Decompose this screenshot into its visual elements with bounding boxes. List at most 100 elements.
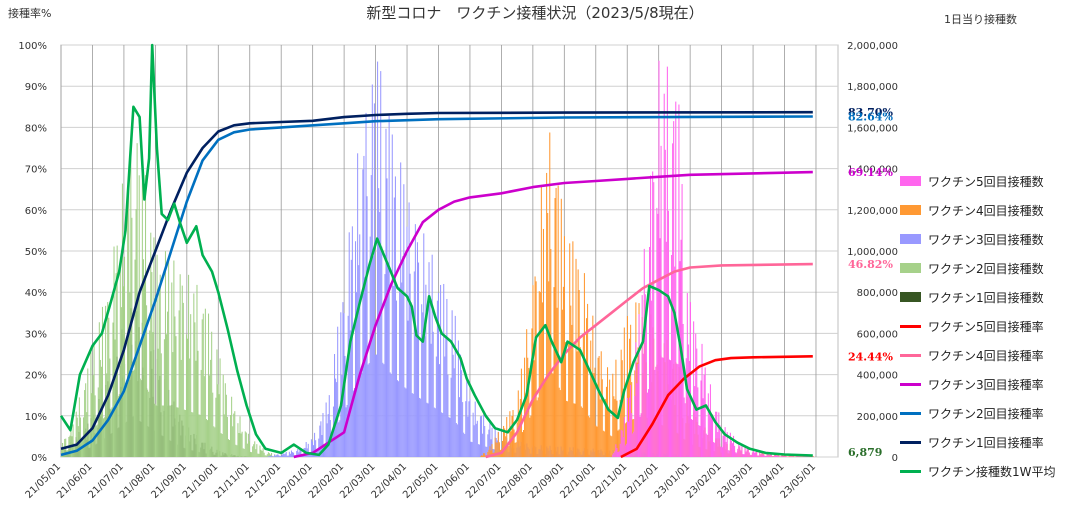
bar-d2 (193, 293, 195, 457)
bar-d3 (364, 277, 366, 457)
legend-label: ワクチン5回目接種数 (928, 174, 1044, 189)
bar-d4 (611, 436, 613, 457)
bar-d3 (476, 420, 478, 457)
bar-d2 (189, 358, 191, 457)
bar-d5 (639, 416, 641, 457)
bar-d3 (325, 402, 327, 457)
bar-d3 (317, 448, 319, 457)
bar-d4 (547, 212, 549, 457)
bar-d5 (668, 359, 670, 457)
bar-d3 (473, 425, 475, 457)
line-rate-d4 (485, 262, 813, 459)
bar-d3 (445, 337, 447, 457)
bar-d5 (656, 207, 658, 457)
bar-d3 (335, 378, 337, 457)
bar-d5 (694, 386, 696, 457)
bar-d4 (537, 397, 539, 457)
bar-d2 (174, 316, 176, 457)
bar-d3 (370, 175, 372, 457)
bar-d4 (494, 437, 496, 457)
bar-d5 (772, 456, 774, 457)
bar-d3 (440, 284, 442, 457)
bar-d4 (576, 351, 578, 457)
bar-d2 (79, 417, 81, 457)
bar-d5 (724, 427, 726, 457)
bar-d3 (398, 381, 400, 457)
bar-d5 (650, 175, 652, 457)
bar-d4 (568, 342, 570, 457)
bar-d5 (722, 435, 724, 457)
bar-d3 (331, 434, 333, 457)
legend-swatch (900, 440, 921, 444)
bar-d3 (280, 456, 282, 457)
bar-d5 (677, 364, 679, 457)
bar-d3 (457, 340, 459, 457)
bar-d5 (697, 387, 699, 457)
left-axis-title: 接種率% (8, 6, 51, 20)
bar-d2 (271, 453, 273, 457)
bar-d2 (255, 449, 257, 457)
bar-d5 (688, 361, 690, 457)
bar-d4 (622, 388, 624, 457)
bar-d5 (762, 454, 764, 457)
bar-d3 (368, 363, 370, 457)
bar-d4 (481, 455, 483, 457)
bar-d2 (218, 394, 220, 457)
bar-d2 (179, 274, 181, 457)
bar-d4 (553, 287, 555, 457)
bar-d4 (609, 379, 611, 457)
bar-d2 (149, 330, 151, 457)
bar-d3 (411, 393, 413, 457)
bar-d4 (587, 303, 589, 457)
bar-d5 (646, 392, 648, 457)
bar-d5 (728, 450, 730, 457)
bar-d4 (510, 431, 512, 457)
bar-d2 (264, 455, 266, 457)
bar-d3 (406, 226, 408, 457)
bar-d5 (613, 453, 615, 457)
bar-d4 (535, 281, 537, 457)
legend-item: ワクチン3回目接種数 (900, 228, 1044, 250)
bar-d5 (740, 450, 742, 457)
bar-d2 (125, 383, 127, 457)
bar-d4 (530, 415, 532, 457)
bar-d4 (617, 430, 619, 457)
bar-d5 (713, 442, 715, 457)
bar-d4 (504, 428, 506, 457)
bar-d3 (349, 330, 351, 457)
bar-d5 (792, 456, 794, 457)
bar-d3 (426, 402, 428, 457)
bar-d3 (441, 412, 443, 457)
bar-d2 (263, 452, 265, 457)
bar-d4 (596, 426, 598, 457)
bar-d3 (423, 233, 425, 457)
bar-d2 (62, 442, 64, 457)
bar-d3 (421, 304, 423, 457)
bar-d5 (720, 446, 722, 457)
bar-d4 (574, 403, 576, 457)
bar-d3 (307, 443, 309, 457)
bar-d5 (712, 414, 714, 457)
gridlines (60, 44, 839, 458)
bar-d3 (322, 413, 324, 457)
bar-d5 (632, 433, 634, 457)
bar-d5 (717, 432, 719, 457)
bar-d4 (546, 172, 548, 457)
legend-item: ワクチン1回目接種率 (900, 431, 1044, 453)
bar-d5 (647, 389, 649, 457)
bar-d2 (128, 184, 130, 458)
bar-d4 (514, 442, 516, 457)
bar-d5 (699, 425, 701, 457)
bar-d2 (96, 424, 98, 457)
bar-d5 (707, 393, 709, 457)
bar-d2 (213, 426, 215, 457)
bar-d3 (356, 292, 358, 457)
bar-d4 (508, 445, 510, 457)
bar-d4 (551, 372, 553, 457)
bar-d3 (491, 427, 493, 457)
bar-d4 (525, 393, 527, 457)
bar-d3 (436, 300, 438, 457)
bar-d4 (789, 455, 791, 457)
bar-d5 (756, 450, 758, 457)
bar-d4 (588, 416, 590, 457)
